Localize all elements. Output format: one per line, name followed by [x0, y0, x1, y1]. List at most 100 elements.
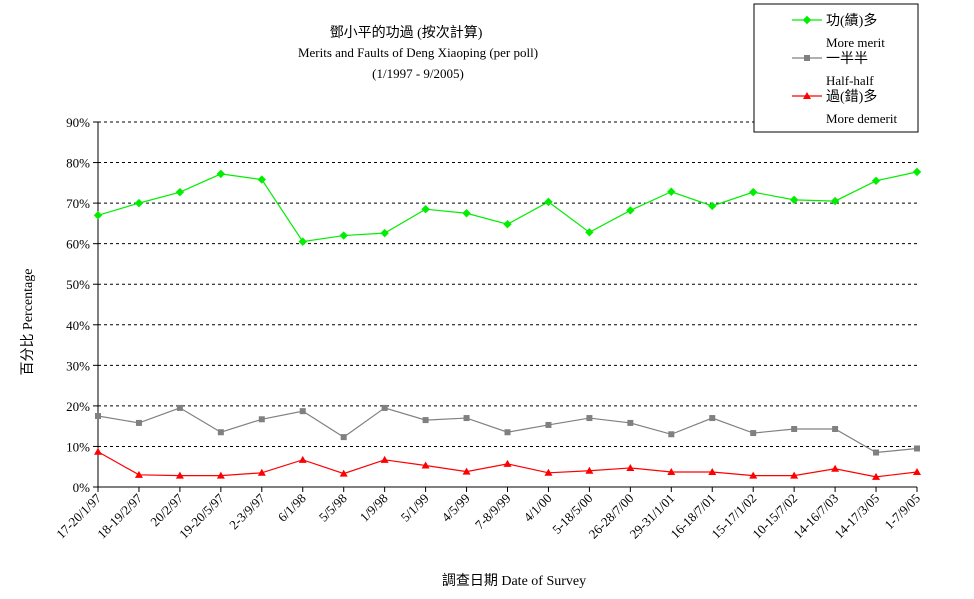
data-point	[544, 197, 553, 207]
data-point	[585, 228, 594, 237]
data-point	[504, 429, 511, 436]
data-point	[830, 196, 840, 206]
data-point	[872, 472, 881, 480]
data-point	[422, 417, 429, 424]
series-line	[97, 171, 918, 243]
data-point	[586, 415, 593, 422]
data-point	[299, 408, 306, 415]
data-point	[873, 449, 880, 456]
data-point	[790, 471, 799, 479]
x-tick-label: 5/1/99	[398, 491, 432, 525]
x-tick-label: 1-7/9/05	[881, 491, 923, 533]
data-point	[791, 426, 798, 433]
y-tick-label: 60%	[66, 237, 90, 252]
data-point	[709, 415, 716, 422]
data-point	[626, 206, 635, 215]
data-point	[750, 430, 757, 437]
legend-marker	[804, 55, 810, 61]
x-tick-label: 5/5/98	[316, 491, 350, 525]
y-axis-label: 百分比 Percentage	[20, 269, 36, 376]
data-point	[339, 231, 348, 240]
x-tick-label: 4/1/00	[520, 491, 554, 525]
data-point	[503, 219, 512, 229]
legend-marker	[803, 92, 811, 99]
data-point	[585, 466, 594, 474]
data-point	[667, 467, 676, 475]
y-tick-label: 20%	[66, 399, 90, 414]
data-point	[912, 167, 922, 177]
data-point	[463, 415, 470, 422]
data-point	[257, 468, 266, 476]
data-point	[135, 419, 142, 426]
data-point	[421, 204, 430, 214]
data-point	[134, 470, 143, 478]
legend-label: 過(錯)多	[826, 88, 877, 105]
x-tick-label: 7-8/9/99	[472, 491, 514, 533]
data-point	[749, 471, 758, 479]
y-tick-label: 40%	[66, 318, 90, 333]
data-point	[708, 467, 717, 475]
x-tick-label: 1/9/98	[357, 491, 391, 525]
data-point	[216, 471, 225, 479]
data-point	[175, 471, 184, 479]
x-tick-label: 20/2/97	[147, 490, 186, 529]
data-point	[298, 237, 307, 246]
data-point	[216, 169, 226, 179]
data-point	[95, 413, 101, 420]
legend-marker	[802, 15, 812, 25]
y-tick-label: 10%	[66, 439, 90, 454]
data-point	[503, 459, 512, 467]
data-point	[175, 187, 185, 197]
data-point	[217, 429, 224, 436]
data-point	[913, 467, 921, 475]
data-point	[176, 404, 183, 411]
data-point	[831, 464, 840, 472]
x-tick-label: 19-20/5/97	[176, 490, 227, 541]
data-point	[627, 419, 634, 426]
data-point	[871, 176, 881, 186]
data-point	[258, 416, 265, 423]
y-tick-label: 50%	[66, 277, 90, 292]
data-point	[380, 455, 389, 463]
chart-period: (1/1997 - 9/2005)	[372, 66, 464, 81]
legend-label: 功(績)多	[826, 12, 877, 29]
data-point	[339, 469, 348, 477]
y-tick-labels: 0% 10% 20% 30% 40% 50% 60% 70% 80% 90%	[66, 115, 90, 495]
data-point	[626, 463, 635, 471]
data-point	[298, 455, 307, 463]
data-point	[832, 426, 839, 433]
data-point	[545, 421, 552, 428]
legend-label-en: More merit	[826, 35, 885, 50]
data-point	[789, 195, 799, 205]
data-point	[381, 404, 388, 411]
x-tick-label: 18-19/2/97	[94, 490, 145, 541]
data-point	[462, 467, 471, 475]
series-layer	[93, 167, 922, 480]
data-point	[462, 209, 471, 218]
legend-label-en: More demerit	[826, 111, 898, 126]
data-point	[340, 434, 347, 441]
data-point	[668, 431, 675, 438]
x-tick-label: 4/5/99	[439, 491, 473, 525]
data-point	[421, 461, 430, 469]
axes	[93, 121, 918, 492]
data-point	[914, 445, 920, 452]
x-tick-label: 6/1/98	[275, 491, 309, 525]
data-point	[544, 468, 553, 476]
data-point	[93, 211, 103, 220]
data-point	[134, 198, 144, 208]
chart-title: 鄧小平的功過 (按次計算)	[330, 25, 483, 41]
data-point	[708, 201, 717, 211]
y-tick-label: 80%	[66, 156, 90, 171]
y-tick-label: 30%	[66, 358, 90, 373]
legend-label: 一半半	[826, 51, 868, 67]
y-tick-label: 0%	[73, 480, 91, 495]
data-point	[380, 228, 389, 238]
legend-label-en: Half-half	[826, 73, 874, 88]
data-point	[257, 175, 267, 184]
data-point	[667, 187, 676, 196]
x-tick-label: 2-3/9/97	[226, 490, 268, 532]
x-tick-label: 14-17/3/05	[831, 491, 882, 542]
